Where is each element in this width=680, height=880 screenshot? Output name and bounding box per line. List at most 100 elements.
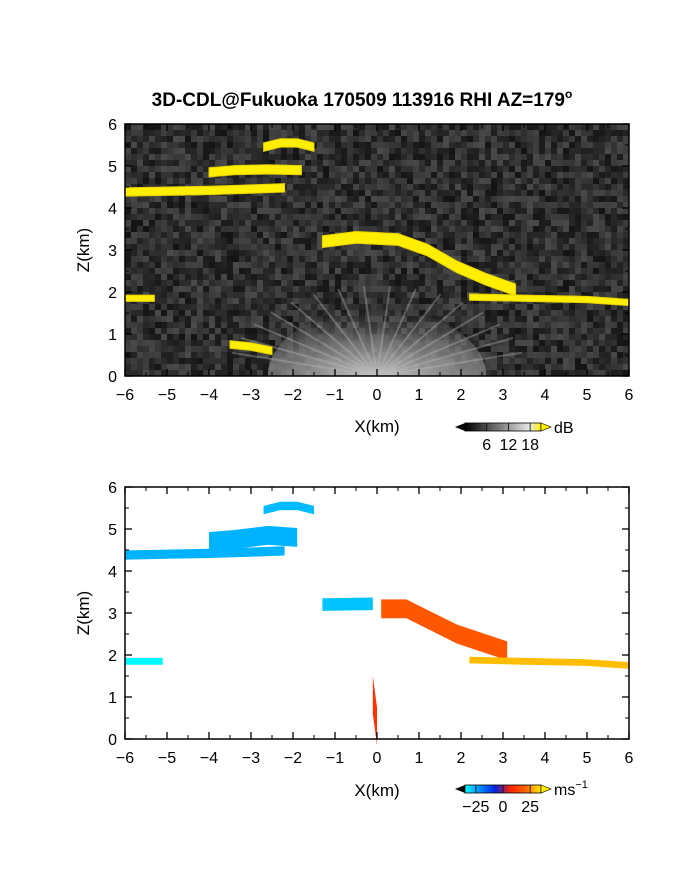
noise-cell bbox=[521, 136, 527, 142]
noise-cell bbox=[257, 220, 263, 226]
noise-cell bbox=[239, 286, 245, 292]
noise-cell bbox=[323, 274, 329, 280]
noise-cell bbox=[593, 334, 599, 340]
noise-cell bbox=[329, 268, 335, 274]
noise-cell bbox=[299, 268, 305, 274]
noise-cell bbox=[221, 316, 227, 322]
noise-cell bbox=[413, 208, 419, 214]
noise-cell bbox=[143, 244, 149, 250]
noise-cell bbox=[209, 160, 215, 166]
noise-cell bbox=[419, 238, 425, 244]
noise-cell bbox=[587, 136, 593, 142]
noise-cell bbox=[455, 190, 461, 196]
noise-cell bbox=[539, 178, 545, 184]
noise-cell bbox=[533, 172, 539, 178]
noise-cell bbox=[305, 274, 311, 280]
noise-cell bbox=[233, 256, 239, 262]
noise-cell bbox=[149, 340, 155, 346]
noise-cell bbox=[551, 142, 557, 148]
noise-cell bbox=[161, 244, 167, 250]
noise-cell bbox=[317, 214, 323, 220]
noise-cell bbox=[407, 208, 413, 214]
noise-cell bbox=[299, 226, 305, 232]
cone-ray bbox=[376, 301, 464, 377]
noise-cell bbox=[191, 250, 197, 256]
noise-cell bbox=[137, 214, 143, 220]
noise-cell bbox=[515, 148, 521, 154]
noise-cell bbox=[161, 322, 167, 328]
noise-cell bbox=[179, 364, 185, 370]
noise-cell bbox=[131, 340, 137, 346]
noise-cell bbox=[551, 274, 557, 280]
noise-cell bbox=[335, 136, 341, 142]
noise-cell bbox=[299, 214, 305, 220]
noise-cell bbox=[263, 268, 269, 274]
noise-cell bbox=[341, 196, 347, 202]
noise-cell bbox=[599, 184, 605, 190]
noise-cell bbox=[395, 244, 401, 250]
cone-ray bbox=[270, 311, 378, 377]
noise-cell bbox=[479, 190, 485, 196]
noise-cell bbox=[341, 214, 347, 220]
noise-cell bbox=[209, 124, 215, 130]
noise-cell bbox=[485, 160, 491, 166]
noise-cell bbox=[509, 310, 515, 316]
noise-cell bbox=[539, 280, 545, 286]
noise-cell bbox=[239, 208, 245, 214]
noise-cell bbox=[317, 244, 323, 250]
noise-cell bbox=[161, 310, 167, 316]
noise-cell bbox=[185, 346, 191, 352]
noise-cell bbox=[557, 208, 563, 214]
noise-cell bbox=[323, 208, 329, 214]
noise-cell bbox=[173, 280, 179, 286]
noise-cell bbox=[137, 340, 143, 346]
noise-cell bbox=[281, 160, 287, 166]
noise-cell bbox=[617, 190, 623, 196]
noise-cell bbox=[527, 328, 533, 334]
noise-cell bbox=[587, 364, 593, 370]
noise-cell bbox=[209, 358, 215, 364]
noise-cell bbox=[491, 178, 497, 184]
noise-cell bbox=[395, 142, 401, 148]
noise-cell bbox=[611, 352, 617, 358]
noise-cell bbox=[425, 214, 431, 220]
noise-cell bbox=[563, 154, 569, 160]
noise-cell bbox=[323, 220, 329, 226]
noise-cell bbox=[425, 178, 431, 184]
noise-cell bbox=[611, 364, 617, 370]
noise-cell bbox=[197, 334, 203, 340]
noise-cell bbox=[599, 286, 605, 292]
noise-cell bbox=[149, 346, 155, 352]
noise-cell bbox=[575, 124, 581, 130]
noise-cell bbox=[281, 304, 287, 310]
noise-cell bbox=[263, 340, 269, 346]
noise-cell bbox=[581, 214, 587, 220]
noise-cell bbox=[365, 136, 371, 142]
noise-cell bbox=[623, 322, 629, 328]
noise-cell bbox=[419, 142, 425, 148]
noise-cell bbox=[383, 178, 389, 184]
noise-cell bbox=[179, 280, 185, 286]
noise-cell bbox=[449, 148, 455, 154]
noise-cell bbox=[533, 208, 539, 214]
noise-cell bbox=[365, 196, 371, 202]
noise-cell bbox=[269, 334, 275, 340]
noise-cell bbox=[239, 142, 245, 148]
noise-cell bbox=[305, 148, 311, 154]
noise-cell bbox=[515, 130, 521, 136]
noise-cell bbox=[491, 268, 497, 274]
noise-cell bbox=[575, 316, 581, 322]
noise-cell bbox=[191, 232, 197, 238]
noise-cell bbox=[377, 274, 383, 280]
noise-cell bbox=[329, 274, 335, 280]
noise-cell bbox=[557, 280, 563, 286]
noise-cell bbox=[593, 346, 599, 352]
noise-cell bbox=[413, 310, 419, 316]
noise-cell bbox=[257, 232, 263, 238]
noise-cell bbox=[401, 172, 407, 178]
noise-cell bbox=[131, 316, 137, 322]
noise-cell bbox=[137, 166, 143, 172]
noise-cell bbox=[185, 172, 191, 178]
noise-cell bbox=[191, 304, 197, 310]
noise-cell bbox=[317, 160, 323, 166]
